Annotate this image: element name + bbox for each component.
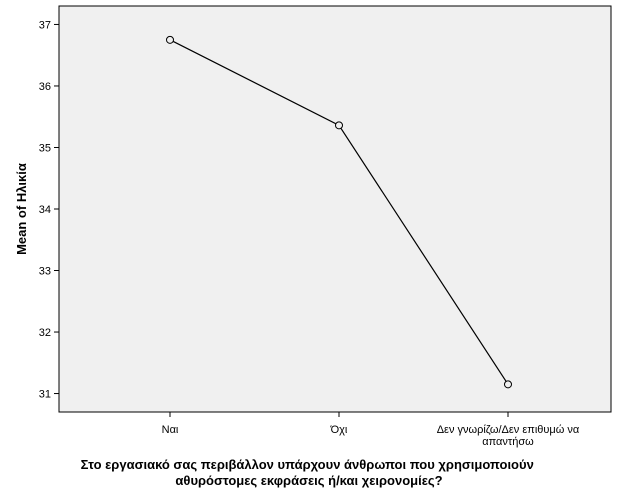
x-tick-label-line: απαντήσω xyxy=(482,436,534,448)
x-tick-label: Όχι xyxy=(330,424,348,436)
data-point xyxy=(166,35,174,44)
series-layer xyxy=(166,35,512,389)
y-tick-label: 34 xyxy=(39,204,51,216)
x-axis-label: Στο εργασιακό σας περιβάλλον υπάρχουν άν… xyxy=(81,457,538,488)
y-tick-label: 32 xyxy=(39,327,51,339)
y-tick-label: 36 xyxy=(39,81,51,93)
y-tick-label: 33 xyxy=(39,266,51,278)
y-tick-label: 31 xyxy=(39,389,51,401)
y-axis-ticks: 31 32 33 34 35 36 37 xyxy=(39,19,59,401)
x-axis-ticks: Ναι Όχι Δεν γνωρίζω/Δεν επιθυμώ να απαντήσω xyxy=(162,412,580,448)
x-tick-label: Δεν γνωρίζω/Δεν επιθυμώ να απαντήσω xyxy=(437,424,580,448)
x-axis-label-line-1: Στο εργασιακό σας περιβάλλον υπάρχουν άν… xyxy=(81,457,534,472)
y-tick-label: 35 xyxy=(39,142,51,154)
x-tick-label: Ναι xyxy=(162,424,179,436)
x-tick-label-line: Δεν γνωρίζω/Δεν επιθυμώ να xyxy=(437,424,580,436)
plot-area xyxy=(58,5,612,413)
data-point xyxy=(504,380,512,389)
x-tick-label-line: Ναι xyxy=(162,424,179,436)
x-tick-label-line: Όχι xyxy=(330,424,348,436)
y-tick-label: 37 xyxy=(39,19,51,31)
x-axis-label-line-2: αθυρόστομες εκφράσεις ή/και χειρονομίες? xyxy=(175,473,442,488)
data-point xyxy=(335,121,343,130)
y-axis-label: Mean of Ηλικία xyxy=(14,163,29,255)
